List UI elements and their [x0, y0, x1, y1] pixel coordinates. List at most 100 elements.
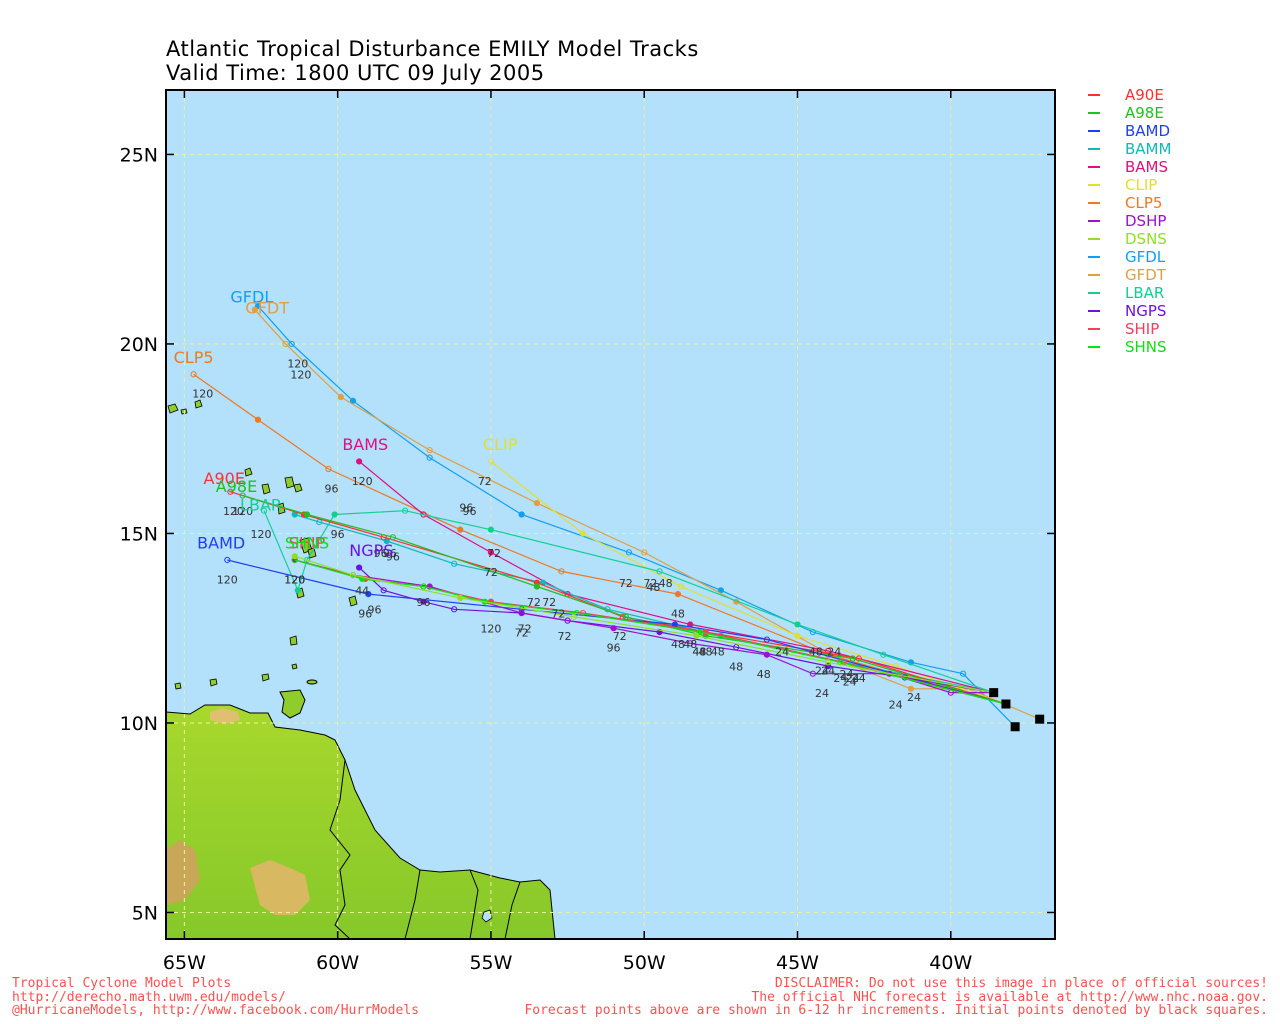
- tau-label: 48: [757, 668, 771, 681]
- tau-label: 48: [729, 661, 743, 674]
- track-point-gfdt: [282, 340, 289, 348]
- track-point-lbar: [294, 587, 301, 594]
- tau-label: 72: [487, 547, 501, 560]
- track-point-ngps: [451, 606, 458, 613]
- y-tick-label: 25N: [120, 144, 158, 166]
- legend-swatch: [1088, 148, 1100, 150]
- initial-position-square: [1010, 722, 1020, 732]
- inland-water: [481, 909, 493, 923]
- chart-valid-time: Valid Time: 1800 UTC 09 July 2005: [166, 61, 545, 85]
- initial-positions: [989, 688, 1045, 732]
- end-label-clp5: CLP5: [174, 348, 214, 367]
- track-point-lbar: [402, 507, 409, 514]
- track-point-a98e: [389, 534, 396, 541]
- track-point-dsns: [825, 659, 832, 666]
- legend-swatch: [1088, 256, 1100, 258]
- tau-label: 72: [478, 475, 492, 488]
- x-tick-label: 50W: [623, 952, 666, 974]
- tau-label: 120: [284, 573, 305, 586]
- legend-swatch: [1088, 310, 1100, 312]
- track-point-lbar: [656, 568, 663, 575]
- x-tick-label: 60W: [316, 952, 359, 974]
- forecast-hour-labels: 2448729612024244896120244872244896120244…: [192, 357, 921, 711]
- tau-label: 72: [527, 596, 541, 609]
- y-tick-label: 10N: [120, 713, 158, 735]
- tau-label: 120: [192, 388, 213, 401]
- tau-label: 24: [840, 668, 854, 681]
- end-label-gfdt: GFDT: [245, 299, 289, 318]
- track-lbar: [263, 510, 994, 694]
- track-point-shns: [420, 583, 427, 590]
- track-point-gfdt: [251, 306, 258, 313]
- tau-label: 44: [355, 585, 369, 598]
- tau-label: 24: [889, 698, 903, 711]
- tau-label: 24: [846, 672, 860, 685]
- tau-label: 24: [852, 672, 866, 685]
- x-tick-label: 65W: [163, 952, 206, 974]
- track-point-gfdl: [625, 549, 632, 556]
- x-tick-label: 55W: [469, 952, 512, 974]
- initial-position-square: [1035, 714, 1045, 724]
- legend-swatch: [1088, 166, 1100, 168]
- track-a90e: [230, 491, 1007, 705]
- track-point-bamd: [763, 636, 770, 643]
- tau-label: 48: [809, 645, 823, 658]
- legend-swatch: [1088, 292, 1100, 294]
- tau-label: 120: [352, 475, 373, 488]
- tau-label: 72: [619, 577, 633, 590]
- end-label-a98e: A98E: [216, 477, 257, 496]
- tau-label: 48: [671, 607, 685, 620]
- tau-label: 120: [284, 573, 305, 586]
- tau-label: 72: [518, 623, 532, 636]
- tau-label: 72: [643, 577, 657, 590]
- track-point-clip: [677, 583, 685, 590]
- end-label-clip: CLIP: [483, 435, 518, 454]
- legend-label: CLIP: [1125, 176, 1158, 194]
- tau-label: 24: [821, 664, 835, 677]
- legend-swatch: [1088, 220, 1100, 222]
- track-gfdt: [254, 309, 1040, 720]
- model-tracks: [190, 302, 1040, 728]
- track-a98e: [242, 494, 1007, 705]
- legend-label: LBAR: [1125, 284, 1165, 302]
- tau-label: 48: [711, 645, 725, 658]
- legend-label: BAMS: [1125, 158, 1169, 176]
- tau-label: 72: [551, 607, 565, 620]
- track-point-a90e: [855, 655, 862, 662]
- tau-label: 96: [607, 642, 621, 655]
- tau-label: 120: [284, 573, 305, 586]
- track-point-dshp: [610, 625, 617, 632]
- track-point-clp5: [190, 371, 197, 378]
- track-point-a98e: [849, 655, 856, 662]
- footer-social[interactable]: @HurricaneModels, http://www.facebook.co…: [12, 1003, 419, 1018]
- track-point-dshp: [763, 651, 770, 658]
- tau-label: 96: [325, 482, 339, 495]
- track-point-clip: [892, 663, 899, 670]
- footer-site-url[interactable]: http://derecho.math.uwm.edu/models/: [12, 989, 286, 1005]
- track-point-dshp: [809, 670, 816, 677]
- track-point-gfdl: [426, 454, 433, 461]
- tau-label: 72: [515, 626, 529, 639]
- initial-position-square: [1001, 699, 1011, 709]
- footer-right: DISCLAIMER: Do not use this image in pla…: [524, 977, 1268, 1018]
- track-point-a98e: [533, 583, 541, 590]
- tau-label: 72: [484, 566, 498, 579]
- end-label-shns: SHNS: [285, 534, 329, 553]
- legend-label: SHNS: [1125, 338, 1167, 356]
- tau-label: 96: [386, 551, 400, 564]
- end-label-gfdl: GFDL: [230, 287, 273, 306]
- legend-label: GFDL: [1125, 248, 1166, 266]
- track-point-gfdl: [288, 340, 295, 348]
- legend-label: DSHP: [1125, 212, 1167, 230]
- legend-label: DSNS: [1125, 230, 1167, 248]
- legend-label: BAMD: [1125, 122, 1171, 140]
- tau-label: 48: [646, 581, 660, 594]
- tau-label: 24: [815, 687, 829, 700]
- border-line: [469, 869, 479, 939]
- legend-label: SHIP: [1125, 320, 1160, 338]
- y-tick-label: 5N: [132, 902, 158, 924]
- tau-label: 48: [683, 638, 697, 651]
- end-label-a90e: A90E: [204, 469, 245, 488]
- tau-label: 120: [480, 623, 501, 636]
